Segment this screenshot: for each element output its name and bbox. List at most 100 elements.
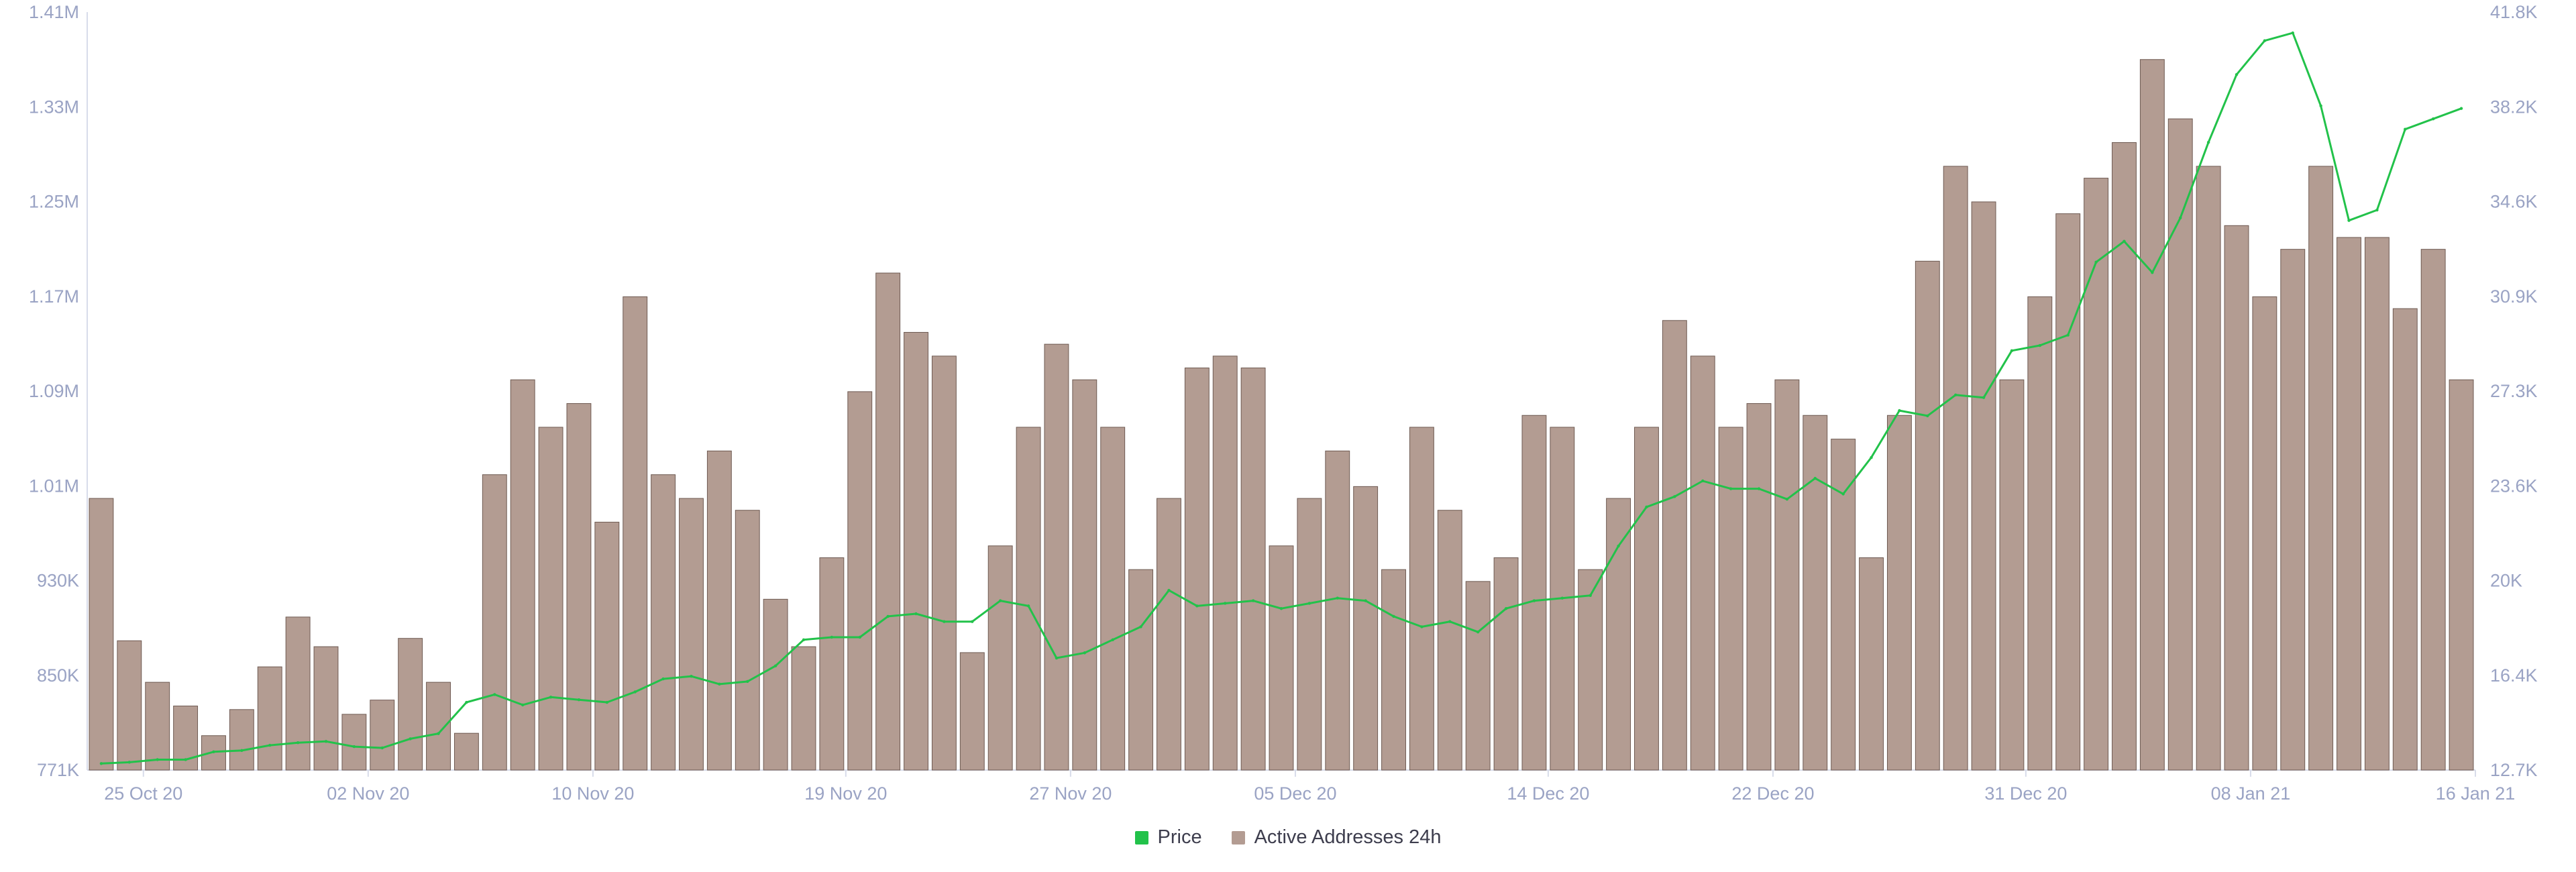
price-point (1645, 505, 1648, 509)
active-addresses-bar (453, 732, 479, 771)
active-addresses-swatch (1231, 830, 1245, 844)
active-addresses-bar (1325, 450, 1350, 771)
y-left-tick-label: 850K (37, 665, 79, 686)
active-addresses-bar (1269, 545, 1294, 771)
active-addresses-bar (1016, 427, 1041, 771)
chart-canvas: 1.41M 1.33M 1.25M 1.17M 1.09M 1.01M 930K 850K 77… (29, 2, 2538, 804)
active-addresses-bar (1212, 356, 1238, 771)
active-addresses-bar (2308, 166, 2334, 771)
x-tick-label: 22 Dec 20 (1731, 783, 1814, 804)
price-point (2431, 117, 2435, 121)
price-point (2066, 333, 2070, 337)
price-point (2206, 140, 2210, 144)
legend-item-price[interactable]: Price (1134, 826, 1202, 849)
price-point (493, 693, 496, 696)
price-point (1532, 599, 1536, 602)
y-right-tick-label: 20K (2490, 571, 2522, 591)
active-addresses-bar (2167, 118, 2193, 771)
x-tick-label: 14 Dec 20 (1507, 783, 1589, 804)
price-point (1307, 602, 1311, 605)
y-left-tick-label: 1.41M (29, 2, 79, 22)
active-addresses-bar (1803, 415, 1828, 771)
y-right-tick-label: 12.7K (2490, 760, 2538, 780)
price-point (802, 638, 806, 642)
price-point (690, 675, 693, 678)
x-tick-label: 31 Dec 20 (1984, 783, 2067, 804)
active-addresses-bar (651, 474, 676, 771)
price-point (633, 690, 637, 694)
active-addresses-bar (1886, 415, 1912, 771)
price-point (2038, 343, 2042, 347)
active-addresses-bar (1578, 569, 1603, 771)
price-point (718, 682, 721, 686)
y-left-tick-label: 1.01M (29, 476, 79, 496)
price-point (212, 750, 215, 754)
y-left-tick-label: 771K (37, 760, 79, 780)
active-addresses-bar (1353, 486, 1379, 771)
price-point (1813, 476, 1817, 480)
active-addresses-bar (2139, 59, 2165, 771)
price-point (1870, 455, 1873, 459)
price-point (1336, 596, 1339, 600)
price-point (156, 758, 159, 761)
price-point (746, 679, 749, 684)
active-addresses-bar (1465, 581, 1491, 771)
active-addresses-bar (1999, 379, 2025, 771)
price-point (1364, 599, 1367, 602)
legend-item-active-addresses[interactable]: Active Addresses 24h (1231, 826, 1441, 849)
active-addresses-bar (1297, 498, 1322, 771)
active-addresses-bar (1184, 368, 1210, 771)
price-point (2291, 31, 2294, 35)
active-addresses-bar (959, 652, 985, 771)
active-addresses-bar (623, 296, 648, 771)
active-addresses-bar (538, 427, 564, 771)
price-point (2404, 127, 2407, 131)
active-addresses-bar (341, 714, 367, 771)
price-point (184, 758, 187, 761)
y-left-tick-label: 1.25M (29, 192, 79, 212)
active-addresses-bar (2337, 237, 2361, 771)
price-point (1167, 588, 1171, 592)
active-addresses-bar (594, 521, 620, 771)
price-point (1476, 630, 1480, 634)
active-addresses-bar (313, 646, 339, 771)
price-point (2319, 104, 2322, 107)
active-addresses-bar (1409, 427, 1434, 771)
price-point (1448, 620, 1452, 623)
price-point (99, 762, 103, 765)
price-point (1898, 408, 1901, 413)
active-addresses-bar (398, 638, 423, 771)
active-addresses-bar (875, 272, 901, 771)
y-left-tick-label: 1.09M (29, 381, 79, 401)
price-point (1785, 497, 1789, 501)
price-point (1251, 599, 1255, 602)
price-point (2010, 349, 2014, 353)
active-addresses-bar (1774, 379, 1800, 771)
active-addresses-bar (819, 557, 845, 771)
active-addresses-bar (735, 510, 760, 771)
active-addresses-bar (117, 640, 142, 771)
active-addresses-bar (2449, 379, 2474, 771)
price-point (1560, 596, 1564, 600)
price-point (1926, 414, 1929, 418)
price-point (1083, 651, 1087, 655)
price-point (1420, 625, 1424, 629)
price-point (1139, 625, 1142, 629)
active-addresses-bar (2392, 308, 2418, 771)
active-addresses-bar (2055, 213, 2081, 771)
price-point (2179, 216, 2182, 219)
active-addresses-bar (2364, 237, 2390, 771)
active-addresses-bar (1606, 498, 1631, 771)
active-addresses-bar (1493, 557, 1519, 771)
active-addresses-bar (763, 598, 788, 771)
price-swatch (1134, 830, 1148, 844)
active-addresses-bar (426, 682, 451, 771)
active-addresses-bar (1859, 557, 1884, 771)
active-addresses-bar (2027, 296, 2053, 771)
price-point (1392, 614, 1395, 618)
active-addresses-bar (1690, 356, 1715, 771)
y-right-tick-label: 41.8K (2490, 2, 2538, 22)
active-addresses-bar (1044, 343, 1069, 771)
price-point (521, 703, 525, 707)
price-point (2375, 208, 2379, 212)
